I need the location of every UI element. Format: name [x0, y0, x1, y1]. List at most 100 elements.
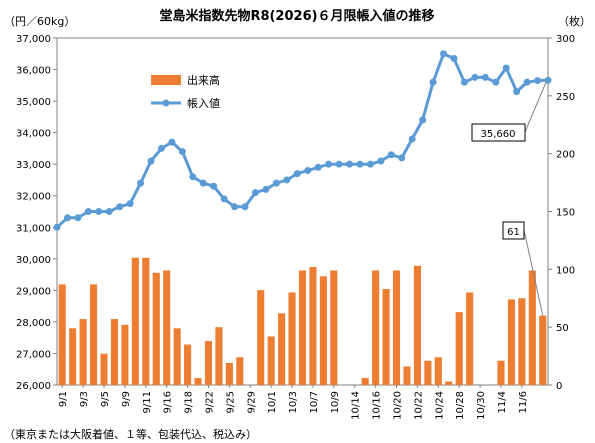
- volume-bar: [163, 270, 171, 385]
- volume-bar: [58, 284, 66, 385]
- price-marker: [231, 203, 239, 211]
- volume-bar: [466, 292, 474, 385]
- price-marker: [95, 208, 103, 215]
- left-tick-label: 28,000: [16, 318, 51, 329]
- legend-label-price: 帳入値: [187, 96, 220, 110]
- volume-bar: [539, 315, 547, 385]
- price-marker: [398, 154, 406, 162]
- footnote: （東京または大阪着値、１等、包装代込、税込み）: [4, 427, 257, 441]
- right-tick-label: 100: [556, 265, 575, 276]
- price-marker: [126, 200, 134, 208]
- chart-title: 堂島米指数先物R8(2026)６月限帳入値の推移: [159, 8, 434, 24]
- volume-bar: [528, 270, 536, 385]
- volume-bar: [309, 267, 317, 385]
- x-tick-label: 9/11: [142, 391, 153, 413]
- x-tick-label: 10/9: [330, 391, 341, 413]
- x-tick-label: 10/24: [434, 391, 445, 420]
- x-tick-label: 9/29: [246, 391, 257, 413]
- right-tick-label: 250: [556, 92, 575, 103]
- x-tick-label: 11/6: [518, 391, 529, 413]
- left-tick-label: 34,000: [16, 129, 51, 140]
- volume-bar: [225, 363, 233, 385]
- price-marker: [460, 78, 468, 86]
- price-marker: [335, 160, 343, 168]
- legend-label-volume: 出来高: [187, 73, 220, 87]
- volume-bar: [424, 360, 432, 385]
- x-tick-label: 9/1: [58, 391, 69, 407]
- volume-bar: [361, 378, 369, 385]
- left-tick-label: 35,000: [16, 97, 51, 108]
- price-marker: [377, 157, 385, 165]
- volume-bar: [69, 328, 77, 385]
- annotation-box-volume: [502, 221, 525, 240]
- left-tick-label: 30,000: [16, 255, 51, 266]
- x-tick-label: 9/5: [100, 391, 111, 407]
- price-marker: [419, 116, 427, 124]
- x-tick-label: 10/22: [413, 391, 424, 420]
- price-marker: [346, 160, 354, 168]
- price-marker: [178, 148, 186, 156]
- volume-bar: [215, 327, 223, 385]
- price-marker: [513, 88, 521, 96]
- price-marker: [356, 160, 364, 168]
- x-tick-label: 10/16: [372, 391, 383, 420]
- volume-bar: [152, 272, 160, 385]
- price-marker: [283, 176, 291, 184]
- price-marker: [157, 144, 165, 152]
- volume-bar: [267, 336, 275, 385]
- price-marker: [220, 195, 228, 203]
- left-tick-label: 32,000: [16, 192, 51, 203]
- volume-bar: [90, 284, 98, 385]
- price-marker: [168, 138, 176, 146]
- volume-bar: [184, 344, 192, 385]
- price-marker: [481, 73, 489, 81]
- price-marker: [116, 203, 124, 211]
- volume-bar: [100, 353, 108, 385]
- volume-bar: [288, 292, 296, 385]
- left-tick-label: 36,000: [16, 66, 51, 77]
- left-axis-unit: （円／60kg）: [4, 15, 75, 28]
- volume-bar: [507, 299, 515, 385]
- volume-bar: [445, 381, 453, 385]
- price-marker: [210, 182, 218, 190]
- volume-bar: [319, 276, 327, 385]
- price-marker: [429, 78, 437, 86]
- price-marker: [450, 55, 458, 63]
- volume-bar: [330, 270, 338, 385]
- x-tick-label: 9/3: [79, 391, 90, 407]
- volume-bar: [372, 270, 380, 385]
- price-marker: [408, 135, 416, 143]
- price-marker: [471, 73, 479, 81]
- right-tick-label: 150: [556, 208, 575, 219]
- x-tick-label: 10/20: [393, 391, 404, 420]
- right-tick-label: 200: [556, 150, 575, 161]
- price-marker: [387, 151, 395, 159]
- x-tick-label: 9/25: [225, 391, 236, 413]
- price-marker: [147, 157, 155, 165]
- right-tick-label: 0: [556, 381, 562, 392]
- volume-bar: [278, 313, 286, 385]
- price-marker: [63, 214, 71, 222]
- price-marker: [293, 170, 301, 178]
- legend-swatch-marker: [162, 99, 170, 107]
- volume-bar: [204, 341, 213, 385]
- volume-bar: [257, 290, 265, 385]
- volume-bar: [79, 319, 87, 385]
- left-tick-label: 37,000: [16, 34, 51, 45]
- price-marker: [105, 208, 113, 215]
- volume-bar: [194, 378, 202, 385]
- price-marker: [241, 203, 249, 211]
- x-tick-label: 10/7: [309, 391, 320, 413]
- x-tick-label: 10/30: [476, 391, 487, 420]
- x-tick-label: 11/4: [497, 391, 508, 413]
- price-marker: [440, 50, 448, 58]
- price-marker: [272, 179, 280, 187]
- price-marker: [199, 179, 207, 187]
- volume-bar: [497, 360, 505, 385]
- price-marker: [314, 163, 322, 171]
- annotation-box-price: [471, 123, 526, 142]
- x-tick-label: 9/9: [121, 391, 132, 407]
- volume-bar: [142, 257, 150, 385]
- price-marker: [262, 185, 270, 193]
- price-marker: [366, 160, 374, 168]
